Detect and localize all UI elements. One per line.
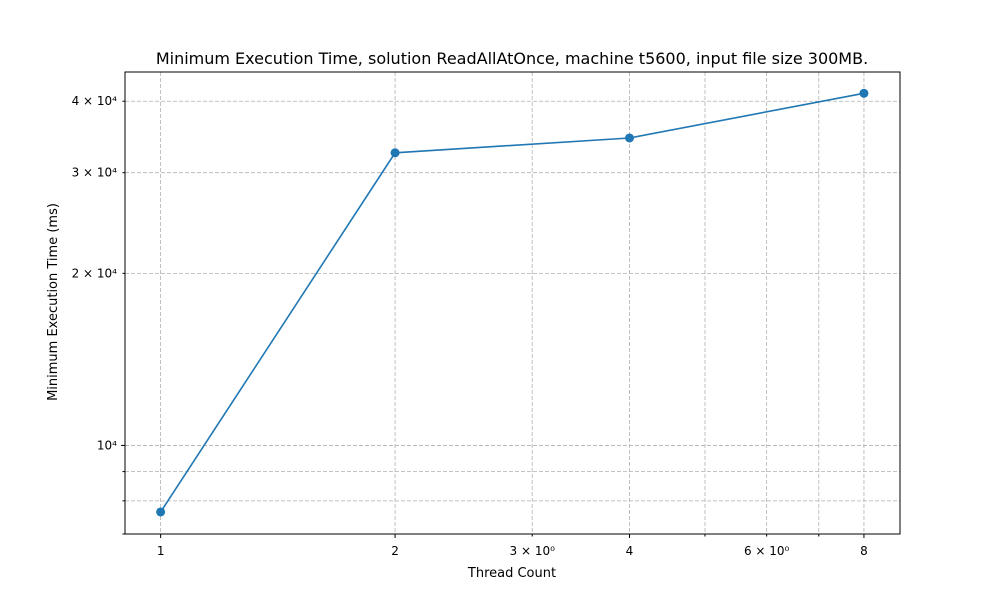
y-tick-label: 4 × 10⁴ bbox=[72, 94, 118, 108]
plot-frame bbox=[124, 71, 901, 535]
data-point bbox=[859, 88, 869, 98]
data-point bbox=[390, 148, 400, 158]
data-point bbox=[625, 133, 635, 143]
y-tick-label: 10⁴ bbox=[97, 438, 117, 452]
data-point bbox=[156, 507, 166, 517]
series-line bbox=[159, 92, 865, 513]
x-tick-label: 8 bbox=[860, 544, 868, 558]
x-tick-label: 3 × 10⁰ bbox=[510, 544, 556, 558]
x-tick-label: 1 bbox=[157, 544, 165, 558]
tick-layer: 1 2 3 × 10⁰ 4 6 × 10⁰ 8 10⁴ 2 × 10⁴ 3 × 10⁴ 4 × 1… bbox=[72, 94, 868, 558]
y-tick-label: 3 × 10⁴ bbox=[72, 166, 118, 180]
series-layer bbox=[156, 88, 869, 517]
x-axis-label: Thread Count bbox=[467, 566, 556, 581]
chart-title: Minimum Execution Time, solution ReadAll… bbox=[156, 49, 868, 68]
y-axis-label: Minimum Execution Time (ms) bbox=[46, 203, 61, 401]
y-tick-label: 2 × 10⁴ bbox=[72, 266, 118, 280]
grid-layer bbox=[125, 72, 900, 535]
x-tick-label: 4 bbox=[626, 544, 634, 558]
x-tick-label: 6 × 10⁰ bbox=[744, 544, 790, 558]
x-tick-label: 2 bbox=[391, 544, 399, 558]
